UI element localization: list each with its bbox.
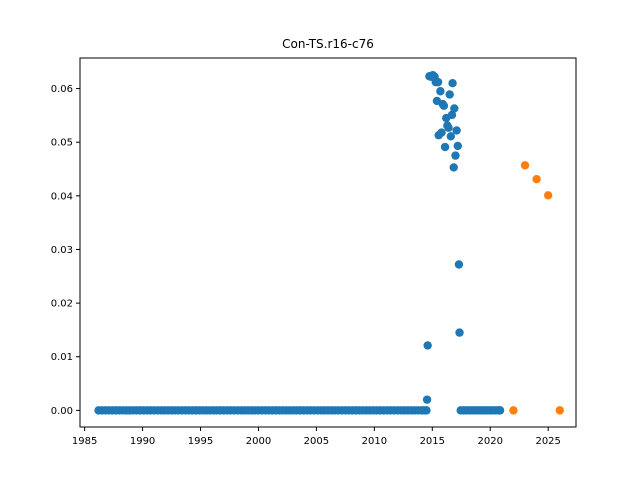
data-point-s0-104 xyxy=(433,77,443,87)
y-tick-label: 0.04 xyxy=(51,191,73,202)
data-point-s1-2 xyxy=(532,175,541,184)
data-point-s0-114 xyxy=(445,90,454,99)
data-point-s0-118 xyxy=(449,163,458,172)
data-point-s1-3 xyxy=(543,191,553,200)
y-tick-label: 0.03 xyxy=(51,245,73,256)
data-point-s0-110 xyxy=(440,142,450,152)
y-tick-label: 0.01 xyxy=(51,352,73,363)
data-point-s0-123 xyxy=(454,260,464,269)
data-point-s0-96 xyxy=(422,395,432,404)
data-point-s0-115 xyxy=(446,132,456,141)
x-tick-label: 2000 xyxy=(246,436,271,447)
y-axis: 0.00 0.01 0.02 0.03 0.04 0.05 0.06 xyxy=(51,84,80,417)
data-point-s0-97 xyxy=(423,341,432,350)
x-tick-label: 2015 xyxy=(420,436,445,447)
x-tick-label: 2025 xyxy=(535,436,560,447)
data-point-s0-139 xyxy=(495,406,505,415)
data-point-s0-117 xyxy=(448,79,457,88)
data-point-s1-1 xyxy=(520,161,530,170)
y-tick-label: 0.00 xyxy=(51,406,73,417)
x-tick-label: 1990 xyxy=(130,436,155,447)
data-point-s0-113 xyxy=(444,123,453,132)
x-tick-label: 2010 xyxy=(362,436,387,447)
points-layer xyxy=(94,70,564,415)
data-point-s0-107 xyxy=(437,128,446,137)
x-tick-label: 1985 xyxy=(72,436,97,447)
data-point-s0-124 xyxy=(455,328,464,337)
chart-title: Con-TS.r16-c76 xyxy=(282,37,374,51)
data-point-s0-122 xyxy=(453,141,462,151)
data-point-s1-0 xyxy=(509,406,518,415)
x-tick-label: 2005 xyxy=(304,436,329,447)
plot-frame xyxy=(79,57,577,428)
data-point-s0-116 xyxy=(447,110,457,120)
data-point-s1-4 xyxy=(555,406,564,415)
y-tick-label: 0.02 xyxy=(51,299,73,310)
x-tick-label: 1995 xyxy=(188,436,213,447)
y-tick-label: 0.05 xyxy=(51,138,73,149)
data-point-s0-119 xyxy=(450,104,459,113)
data-point-s0-121 xyxy=(452,126,461,135)
y-tick-label: 0.06 xyxy=(51,84,73,95)
data-point-s0-95 xyxy=(422,406,431,415)
x-tick-label: 2020 xyxy=(478,436,503,447)
data-point-s0-109 xyxy=(439,101,449,110)
x-axis: 1985 1990 1995 2000 2005 2010 2015 2020 2025 xyxy=(72,427,561,447)
data-point-s0-120 xyxy=(451,151,460,160)
data-point-s0-106 xyxy=(436,87,445,96)
